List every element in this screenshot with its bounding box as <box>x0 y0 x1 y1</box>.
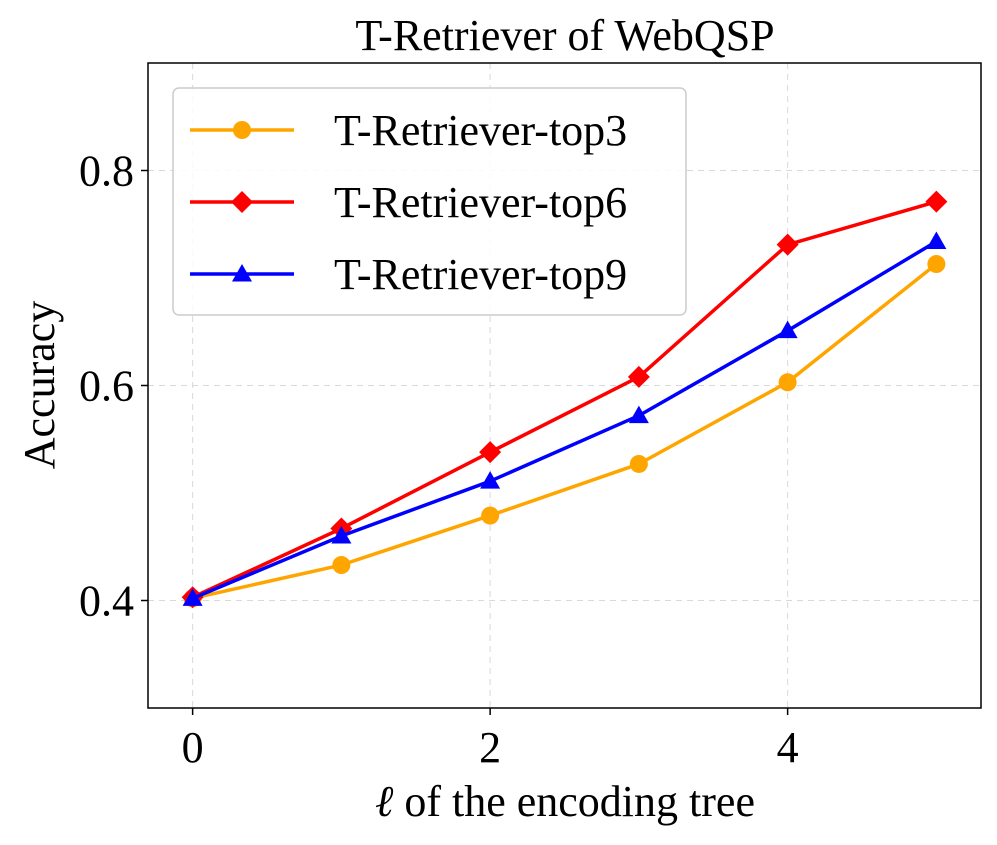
data-point <box>331 526 352 544</box>
data-point <box>479 441 502 464</box>
x-tick-label: 0 <box>182 723 204 772</box>
series-line <box>191 239 938 600</box>
legend-marker <box>231 191 253 213</box>
series-t-retriever-top6 <box>181 190 948 609</box>
data-point <box>182 588 203 606</box>
data-point <box>332 556 351 575</box>
legend-marker <box>232 264 252 282</box>
x-tick-label: 4 <box>777 723 799 772</box>
data-point <box>925 190 948 213</box>
legend-entry: T-Retriever-top3 <box>190 106 627 155</box>
legend-box <box>172 87 687 316</box>
data-point <box>926 231 947 249</box>
y-tick-label: 0.6 <box>79 362 134 411</box>
data-point <box>480 471 501 489</box>
data-point <box>627 365 650 388</box>
legend: T-Retriever-top3 T-Retriever-top6 T-Retrie… <box>172 87 687 316</box>
series-line <box>191 199 937 599</box>
axis-ticks: 0 2 4 0.4 0.6 0.8 <box>79 147 799 773</box>
legend-entry: T-Retriever-top6 <box>190 178 627 227</box>
data-point <box>628 405 649 424</box>
y-tick-label: 0.4 <box>79 577 134 626</box>
series-layer <box>181 190 948 609</box>
data-point <box>927 255 946 274</box>
legend-entry: T-Retriever-top9 <box>190 250 627 299</box>
x-axis-label-text: of the encoding tree <box>393 777 755 826</box>
data-point <box>777 320 798 339</box>
y-axis-label: Accuracy <box>15 301 64 470</box>
data-point <box>629 454 648 473</box>
legend-label: T-Retriever-top3 <box>334 106 627 155</box>
chart-title: T-Retriever of WebQSP <box>355 11 774 60</box>
series-t-retriever-top9 <box>182 231 947 606</box>
data-point <box>776 233 799 256</box>
data-point <box>778 373 797 392</box>
legend-marker <box>233 121 251 139</box>
legend-label: T-Retriever-top6 <box>334 178 627 227</box>
data-point <box>481 506 500 525</box>
x-axis-label-symbol: ℓ <box>375 777 394 826</box>
y-tick-label: 0.8 <box>79 147 134 196</box>
series-line <box>192 262 938 601</box>
x-tick-label: 2 <box>479 723 501 772</box>
x-axis-label: ℓ of the encoding tree <box>375 777 755 826</box>
legend-label: T-Retriever-top9 <box>334 250 627 299</box>
